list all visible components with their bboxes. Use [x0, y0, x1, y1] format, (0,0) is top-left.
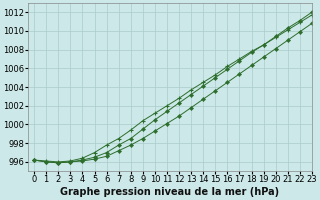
- X-axis label: Graphe pression niveau de la mer (hPa): Graphe pression niveau de la mer (hPa): [60, 187, 280, 197]
